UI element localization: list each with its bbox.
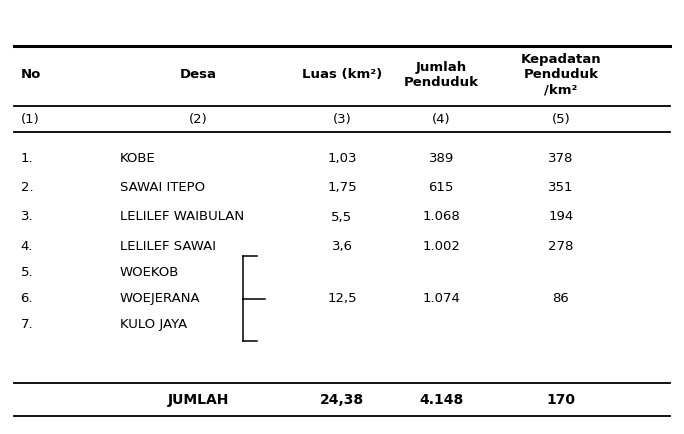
- Text: No: No: [21, 68, 41, 81]
- Text: (4): (4): [432, 113, 451, 126]
- Text: LELILEF WAIBULAN: LELILEF WAIBULAN: [120, 210, 244, 224]
- Text: 4.: 4.: [21, 240, 33, 253]
- Text: 389: 389: [429, 152, 453, 165]
- Text: 7.: 7.: [21, 318, 33, 331]
- Text: SAWAI ITEPO: SAWAI ITEPO: [120, 181, 205, 194]
- Text: 86: 86: [553, 292, 569, 305]
- Text: Luas (km²): Luas (km²): [302, 68, 382, 81]
- Text: KOBE: KOBE: [120, 152, 155, 165]
- Text: 2.: 2.: [21, 181, 33, 194]
- Text: WOEKOB: WOEKOB: [120, 266, 179, 279]
- Text: 1,03: 1,03: [327, 152, 357, 165]
- Text: 5.: 5.: [21, 266, 33, 279]
- Text: 3,6: 3,6: [332, 240, 352, 253]
- Text: KULO JAYA: KULO JAYA: [120, 318, 187, 331]
- Text: 6.: 6.: [21, 292, 33, 305]
- Text: 615: 615: [428, 181, 454, 194]
- Text: 1.068: 1.068: [422, 210, 460, 224]
- Text: 351: 351: [548, 181, 574, 194]
- Text: 1.: 1.: [21, 152, 33, 165]
- Text: 278: 278: [548, 240, 574, 253]
- Text: Jumlah
Penduduk: Jumlah Penduduk: [404, 61, 479, 89]
- Text: WOEJERANA: WOEJERANA: [120, 292, 200, 305]
- Text: (1): (1): [21, 113, 39, 126]
- Text: (5): (5): [551, 113, 570, 126]
- Text: 3.: 3.: [21, 210, 33, 224]
- Text: 4.148: 4.148: [419, 393, 463, 407]
- Text: 194: 194: [549, 210, 573, 224]
- Text: (3): (3): [332, 113, 352, 126]
- Text: JUMLAH: JUMLAH: [168, 393, 229, 407]
- Text: (2): (2): [189, 113, 208, 126]
- Text: 12,5: 12,5: [327, 292, 357, 305]
- Text: 5,5: 5,5: [332, 210, 352, 224]
- Text: 1.002: 1.002: [422, 240, 460, 253]
- Text: Desa: Desa: [180, 68, 217, 81]
- Text: LELILEF SAWAI: LELILEF SAWAI: [120, 240, 215, 253]
- Text: Kepadatan
Penduduk
/km²: Kepadatan Penduduk /km²: [521, 53, 601, 96]
- Text: 170: 170: [547, 393, 575, 407]
- Text: 1,75: 1,75: [327, 181, 357, 194]
- Text: 24,38: 24,38: [320, 393, 364, 407]
- Text: 378: 378: [548, 152, 574, 165]
- Text: 1.074: 1.074: [422, 292, 460, 305]
